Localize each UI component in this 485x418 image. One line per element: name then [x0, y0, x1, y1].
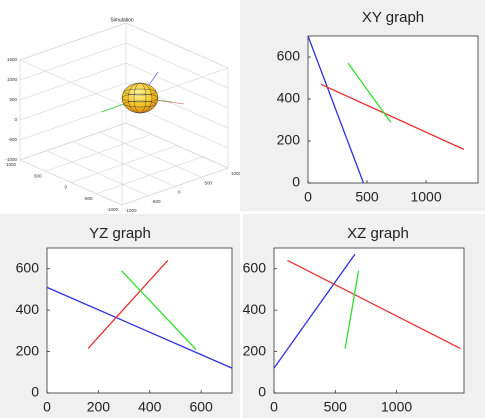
data-line [87, 259, 169, 349]
data-line [273, 253, 356, 369]
grid-line [72, 141, 176, 187]
plot-area [46, 247, 233, 394]
chart-title: Simulation [110, 17, 134, 23]
chart-title: YZ graph [89, 225, 151, 242]
grid-line [99, 132, 202, 178]
x-tick-label: 500 [355, 189, 379, 205]
plot-area [307, 35, 479, 184]
data-line [344, 270, 360, 349]
y-tick-label: 0 [258, 384, 266, 400]
grid-line [19, 159, 123, 206]
y-tick-label: 1000 [231, 171, 242, 176]
data-line [287, 259, 461, 350]
y-tick-label: 200 [16, 342, 40, 358]
grid-line [125, 42, 229, 89]
z-tick-label: 0 [14, 117, 17, 122]
y-tick-label: 200 [277, 132, 301, 148]
y-tick-label: -1000 [125, 208, 137, 213]
y-tick-label: 0 [292, 174, 300, 190]
grid-line [19, 102, 127, 141]
sphere [101, 71, 185, 114]
data-line [121, 270, 197, 350]
y-tick-label: 0 [31, 384, 39, 400]
data-line [307, 35, 365, 184]
x-tick-label: 500 [324, 399, 348, 415]
data-line [320, 83, 465, 150]
y-tick-label: 600 [243, 259, 267, 275]
plot-area [273, 247, 465, 394]
z-tick-label: 1000 [7, 77, 18, 82]
y-tick-label: 600 [277, 48, 301, 64]
x-tick-label: 0 [304, 189, 312, 205]
grid-line [125, 62, 229, 109]
y-tick-label: 200 [243, 342, 267, 358]
y-tick-label: 600 [16, 259, 40, 275]
x-tick-label: 0 [270, 399, 278, 415]
grid-line [19, 62, 127, 101]
x-tick-label: 0 [43, 399, 51, 415]
x-tick-label: 1000 [381, 399, 412, 415]
y-tick-label: -500 [152, 199, 162, 204]
x-tick-label: 400 [138, 399, 162, 415]
grid-line [19, 22, 127, 61]
y-tick-label: 0 [178, 190, 181, 195]
grid-line [125, 122, 229, 169]
x-tick-label: 200 [87, 399, 111, 415]
grid-line [46, 150, 149, 196]
x-tick-label: 1000 [6, 162, 17, 167]
data-line [46, 286, 233, 369]
x-tick-label: 0 [64, 185, 67, 190]
z-tick-label: 500 [9, 97, 17, 102]
grid-line [125, 22, 229, 69]
grid-line [19, 82, 127, 121]
x-tick-label: 500 [34, 173, 42, 178]
chart-title: XY graph [362, 9, 424, 26]
z-tick-label: 1500 [7, 57, 18, 62]
z-tick-label: -500 [8, 137, 18, 142]
y-tick-label: 500 [205, 180, 213, 185]
x-tick-label: -500 [83, 196, 93, 201]
grid-line [19, 42, 127, 81]
y-tick-label: 400 [243, 301, 267, 317]
box-edge [19, 59, 123, 106]
y-tick-label: 400 [277, 90, 301, 106]
x-tick-label: 1000 [410, 189, 441, 205]
chart-title: XZ graph [347, 225, 409, 242]
x-tick-label: -1000 [106, 207, 118, 212]
z-tick-label: -1000 [5, 157, 17, 162]
data-line [347, 62, 392, 123]
x-tick-label: 600 [189, 399, 213, 415]
y-tick-label: 400 [16, 301, 40, 317]
